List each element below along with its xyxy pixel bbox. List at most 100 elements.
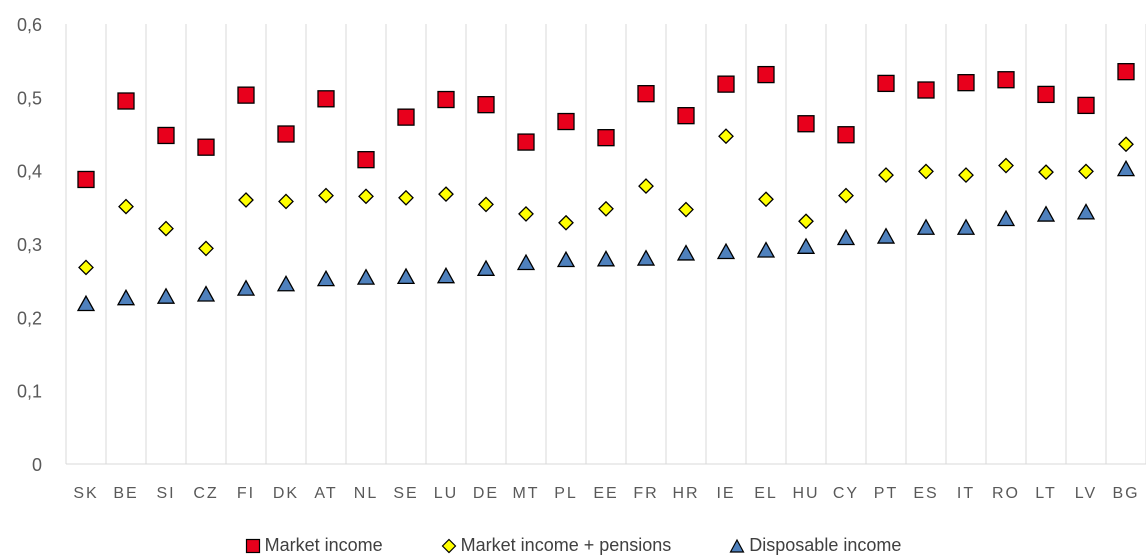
data-point-diamond — [638, 178, 654, 194]
data-point-square — [437, 90, 455, 109]
y-axis: 0 0,1 0,2 0,3 0,4 0,5 0,6 — [17, 15, 42, 475]
legend-item-disposable-income: Disposable income — [729, 535, 901, 556]
data-point-triangle — [476, 259, 496, 276]
y-tick-label: 0,4 — [17, 162, 42, 182]
data-point-diamond — [998, 157, 1014, 174]
data-point-triangle — [956, 218, 976, 235]
data-point-triangle — [596, 250, 616, 267]
y-tick-label: 0,2 — [17, 308, 42, 328]
data-point-square — [77, 170, 95, 189]
series-1 — [77, 63, 1135, 189]
data-point-square — [1117, 63, 1135, 81]
data-point-square — [357, 151, 375, 169]
data-point-triangle — [276, 274, 296, 292]
data-point-diamond — [958, 167, 974, 183]
x-tick-label: SK — [73, 485, 98, 502]
data-point-square — [117, 92, 135, 110]
data-point-triangle — [756, 241, 776, 258]
x-tick-label: CY — [833, 485, 859, 502]
data-point-diamond — [878, 167, 894, 183]
data-point-square — [157, 126, 175, 145]
data-point-diamond — [1118, 136, 1134, 153]
data-point-diamond — [838, 187, 854, 204]
data-point-diamond — [918, 163, 934, 180]
data-point-square — [957, 74, 975, 92]
data-point-square — [557, 112, 575, 131]
data-point-triangle — [116, 288, 136, 306]
category-gridlines — [65, 24, 1146, 464]
data-point-diamond — [678, 201, 694, 218]
series-3 — [76, 159, 1136, 312]
x-tick-label: FI — [237, 485, 255, 502]
x-tick-label: DE — [473, 485, 499, 502]
x-tick-label: BE — [113, 485, 138, 502]
x-tick-label: HR — [672, 485, 699, 502]
data-point-diamond — [798, 213, 814, 230]
data-point-triangle — [876, 227, 896, 244]
data-point-square — [597, 129, 615, 147]
triangle-marker-icon — [729, 538, 745, 553]
x-tick-label: NL — [354, 485, 378, 502]
data-point-diamond — [758, 191, 774, 208]
data-point-diamond — [518, 206, 534, 222]
x-tick-label: EE — [593, 485, 618, 502]
x-tick-label: FR — [633, 485, 658, 502]
y-tick-label: 0,3 — [17, 235, 42, 255]
x-tick-label: EL — [754, 485, 778, 502]
data-point-triangle — [556, 250, 576, 268]
data-point-diamond — [78, 259, 94, 276]
data-points — [76, 63, 1136, 312]
series-2 — [78, 128, 1134, 276]
data-point-triangle — [1116, 159, 1136, 177]
data-point-triangle — [516, 253, 536, 271]
data-point-diamond — [398, 189, 414, 206]
legend-label: Disposable income — [749, 535, 902, 555]
scatter-chart: 0 0,1 0,2 0,3 0,4 0,5 0,6 SK BE SI CZ FI DK AT NL SE LU… — [17, 15, 1146, 502]
data-point-triangle — [676, 244, 696, 261]
x-tick-label: LT — [1035, 485, 1056, 502]
data-point-diamond — [238, 192, 254, 208]
x-tick-label: MT — [512, 485, 539, 502]
y-tick-label: 0 — [32, 455, 42, 475]
data-point-diamond — [558, 214, 574, 231]
legend-label: Market income — [264, 535, 383, 555]
x-tick-label: SE — [393, 485, 418, 502]
x-axis: SK BE SI CZ FI DK AT NL SE LU DE MT PL EE FR HR IE EL HU CY… — [66, 463, 1146, 502]
x-tick-label: CZ — [193, 485, 218, 502]
data-point-diamond — [318, 187, 334, 204]
legend-item-market-income-pensions: Market income + pensions — [441, 535, 672, 556]
square-marker-icon — [245, 538, 260, 553]
y-tick-label: 0,5 — [17, 88, 42, 108]
x-tick-label: PT — [874, 485, 898, 502]
data-point-diamond — [278, 193, 294, 210]
y-tick-label: 0,1 — [17, 382, 42, 402]
legend-item-market-income: Market income — [245, 535, 383, 556]
legend-label: Market income + pensions — [460, 535, 672, 555]
data-point-square — [397, 108, 415, 126]
diamond-marker-icon — [441, 538, 457, 553]
legend: Market income Market income + pensions D… — [0, 535, 1146, 556]
data-point-diamond — [1078, 163, 1094, 180]
x-tick-label: PL — [554, 485, 578, 502]
data-point-diamond — [118, 198, 134, 215]
data-point-square — [717, 75, 735, 93]
x-tick-label: ES — [913, 485, 938, 502]
data-point-triangle — [996, 209, 1016, 227]
data-point-square — [637, 85, 655, 103]
data-point-triangle — [236, 279, 256, 296]
data-point-triangle — [196, 285, 216, 302]
data-point-triangle — [636, 249, 656, 266]
data-point-triangle — [76, 294, 96, 312]
x-tick-label: LV — [1075, 485, 1097, 502]
data-point-square — [877, 74, 895, 93]
data-point-square — [1037, 85, 1055, 104]
data-point-square — [837, 126, 855, 144]
data-point-diamond — [198, 240, 214, 257]
data-point-diamond — [598, 200, 614, 217]
data-point-square — [917, 81, 935, 99]
data-point-diamond — [718, 128, 734, 145]
data-point-triangle — [356, 268, 376, 285]
data-point-square — [677, 107, 695, 125]
data-point-square — [317, 90, 335, 108]
